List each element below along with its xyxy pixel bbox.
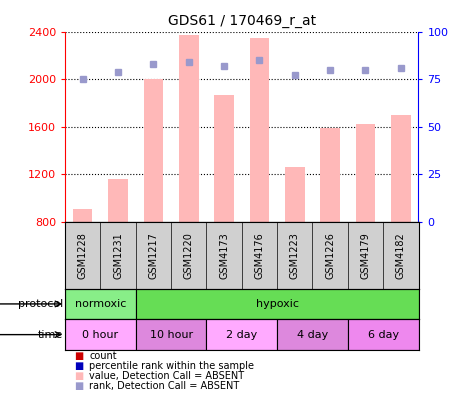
Text: 10 hour: 10 hour — [150, 329, 193, 340]
Text: ■: ■ — [74, 381, 84, 391]
Bar — [179, 35, 199, 222]
Text: 0 hour: 0 hour — [82, 329, 119, 340]
Text: ■: ■ — [74, 351, 84, 362]
Bar — [285, 167, 305, 222]
Bar — [206, 319, 277, 350]
Bar — [136, 319, 206, 350]
Bar — [348, 319, 418, 350]
Text: GSM1223: GSM1223 — [290, 232, 300, 279]
Text: GSM1231: GSM1231 — [113, 232, 123, 279]
Bar — [108, 179, 128, 222]
Bar — [65, 289, 136, 319]
Text: GSM1226: GSM1226 — [325, 232, 335, 279]
Bar — [136, 289, 418, 319]
Bar — [391, 115, 411, 222]
Text: GSM4179: GSM4179 — [360, 232, 371, 279]
Text: rank, Detection Call = ABSENT: rank, Detection Call = ABSENT — [89, 381, 239, 391]
Bar — [250, 38, 269, 222]
Text: 6 day: 6 day — [368, 329, 399, 340]
Text: hypoxic: hypoxic — [256, 299, 299, 309]
Text: time: time — [38, 329, 63, 340]
Bar — [214, 95, 234, 222]
Text: GSM4176: GSM4176 — [254, 232, 265, 279]
Text: 4 day: 4 day — [297, 329, 328, 340]
Text: percentile rank within the sample: percentile rank within the sample — [89, 361, 254, 371]
Bar — [144, 79, 163, 222]
Bar — [277, 319, 348, 350]
Text: ■: ■ — [74, 361, 84, 371]
Bar — [65, 319, 136, 350]
Text: GSM1217: GSM1217 — [148, 232, 159, 279]
Bar — [73, 209, 93, 222]
Text: GSM4173: GSM4173 — [219, 232, 229, 279]
Text: GSM1228: GSM1228 — [78, 232, 88, 279]
Text: GSM4182: GSM4182 — [396, 232, 406, 279]
Text: protocol: protocol — [18, 299, 63, 309]
Text: value, Detection Call = ABSENT: value, Detection Call = ABSENT — [89, 371, 245, 381]
Text: GSM1220: GSM1220 — [184, 232, 194, 279]
Text: 2 day: 2 day — [226, 329, 258, 340]
Text: ■: ■ — [74, 371, 84, 381]
Bar — [356, 124, 375, 222]
Text: GDS61 / 170469_r_at: GDS61 / 170469_r_at — [168, 14, 316, 28]
Text: count: count — [89, 351, 117, 362]
Bar — [320, 128, 340, 222]
Text: normoxic: normoxic — [75, 299, 126, 309]
